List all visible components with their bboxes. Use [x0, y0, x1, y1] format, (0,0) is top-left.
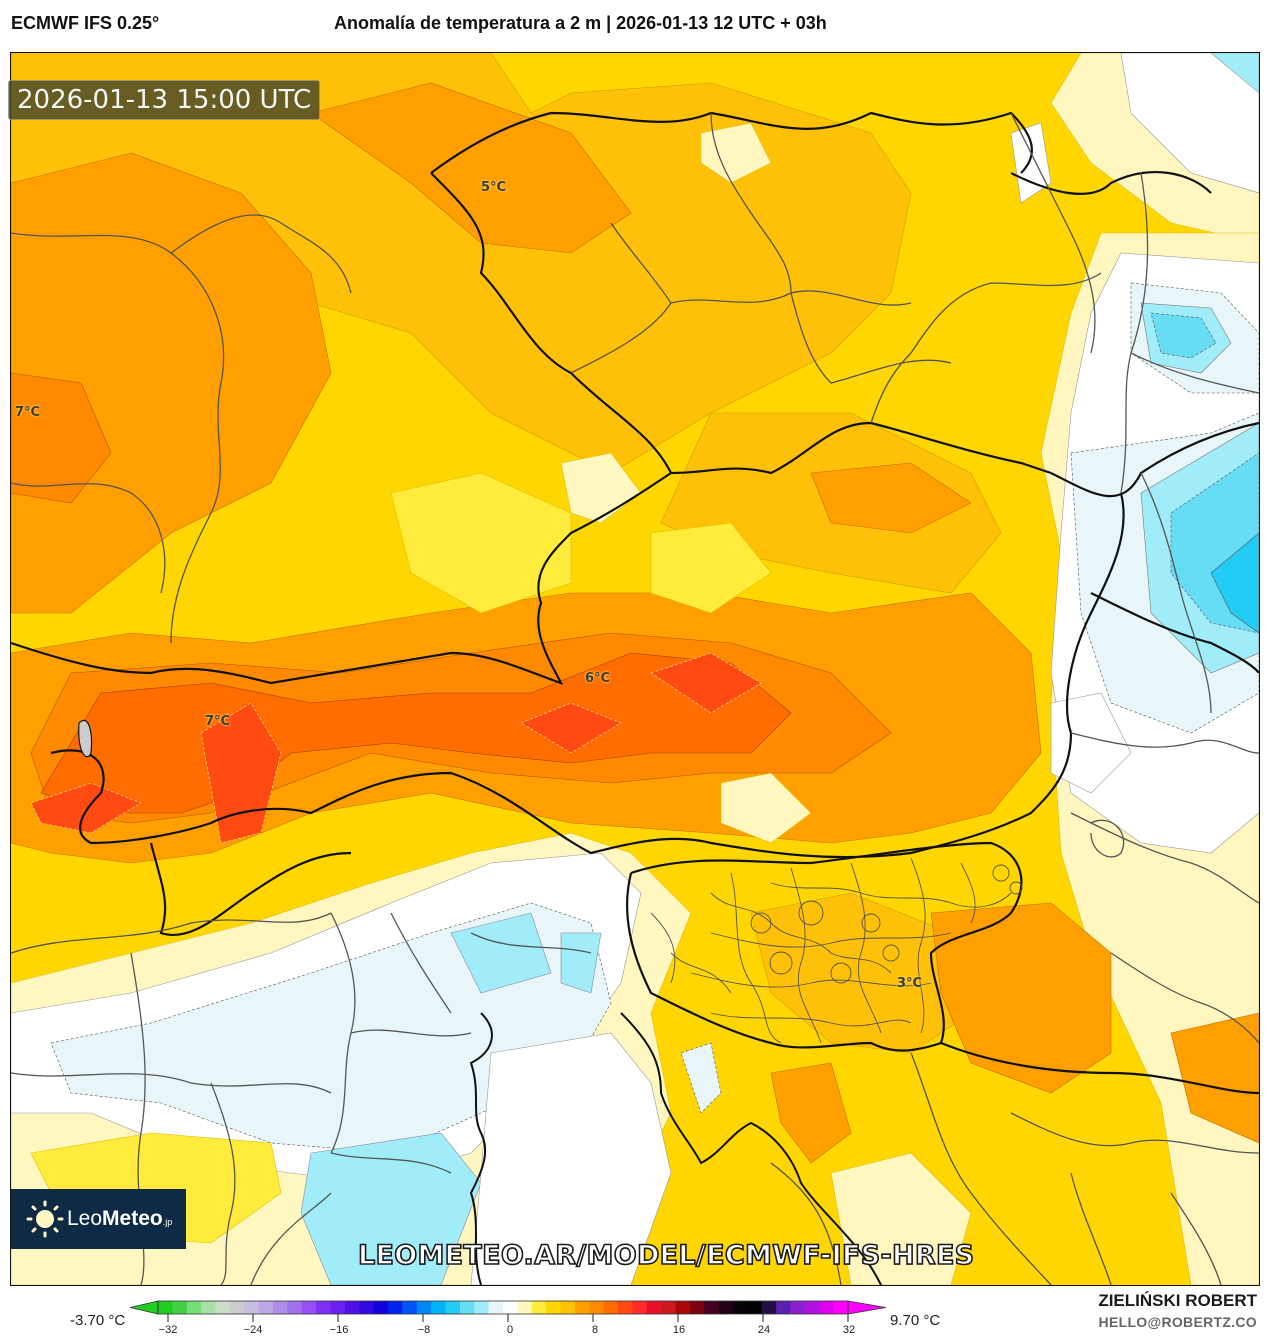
- colorbar-tick: 24: [757, 1324, 771, 1336]
- map-title: Anomalía de temperatura a 2 m | 2026-01-…: [334, 13, 827, 33]
- colorbar-tick: −24: [243, 1324, 263, 1336]
- colorbar-tick: 16: [672, 1324, 686, 1336]
- valid-time-badge: 2026-01-13 15:00 UTC: [8, 80, 321, 120]
- colorbar-tick: 0: [506, 1324, 514, 1336]
- contour-label-5c: 5°C: [481, 180, 507, 195]
- colorbar-tick: 8: [591, 1324, 599, 1336]
- author-email[interactable]: HELLO@ROBERTZ.CO: [1098, 1314, 1257, 1330]
- contour-label-6c: 6°C: [585, 671, 611, 686]
- anomaly-map[interactable]: 5°C 7°C 7°C 6°C 3°C: [10, 52, 1260, 1286]
- colorbar-min-label: -3.70 °C: [70, 1312, 126, 1329]
- sun-icon: [25, 1199, 65, 1239]
- colorbar-tick: −32: [158, 1324, 178, 1336]
- contour-label-7c-west: 7°C: [15, 405, 41, 420]
- model-label: ECMWF IFS 0.25°: [11, 13, 160, 33]
- contour-label-3c: 3°C: [897, 976, 923, 991]
- source-url-watermark: LEOMETEO.AR/MODEL/ECMWF-IFS-HRES: [357, 1239, 975, 1272]
- colorbar-ticks: −32 −24 −16 −8 0 8 16 24 32: [0, 1324, 1267, 1338]
- author-name: ZIELIŃSKI ROBERT: [1098, 1291, 1257, 1310]
- colorbar-tick: −8: [417, 1324, 431, 1336]
- contour-field: [11, 53, 1259, 1285]
- logo-text: LeoMeteo.jp: [67, 1207, 173, 1230]
- leometeo-logo[interactable]: LeoMeteo.jp: [11, 1189, 186, 1249]
- colorbar-tick: 32: [842, 1324, 856, 1336]
- contour-label-7c-alps: 7°C: [205, 714, 231, 729]
- colorbar-tick: −16: [329, 1324, 349, 1336]
- colorbar: [130, 1300, 886, 1322]
- colorbar-max-label: 9.70 °C: [890, 1312, 941, 1329]
